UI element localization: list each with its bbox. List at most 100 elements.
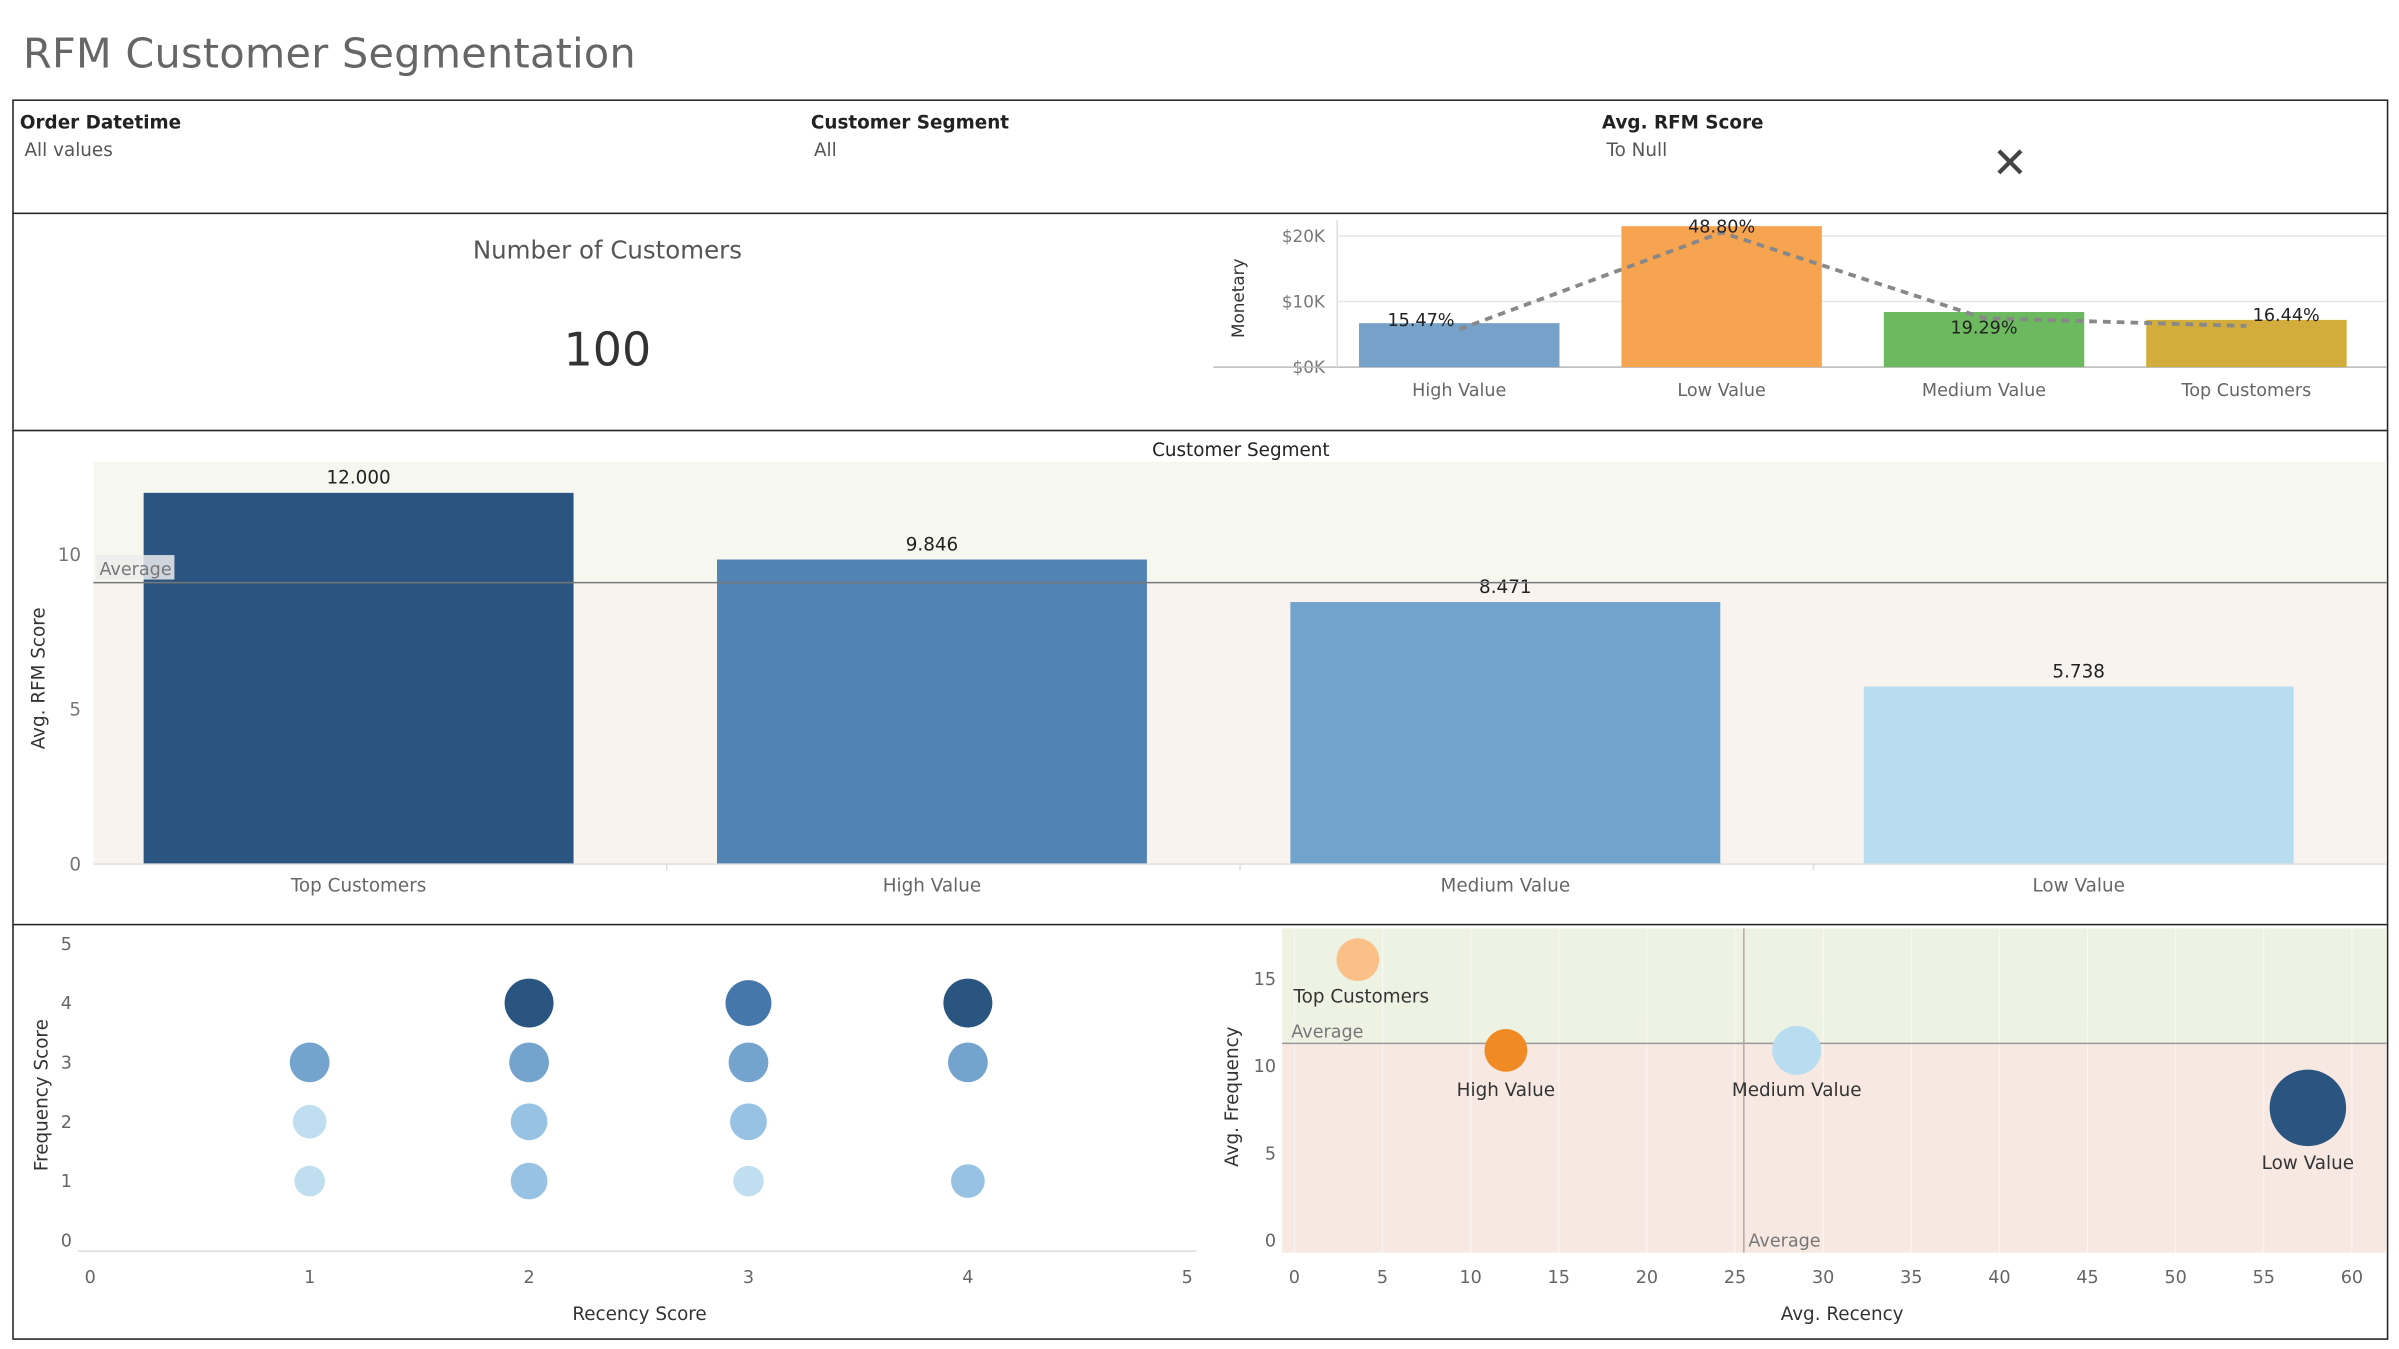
x-tick-label: 55 <box>2253 1268 2275 1288</box>
x-tick-label: 3 <box>743 1268 754 1288</box>
x-tick-label: Medium Value <box>1441 876 1571 897</box>
summary-panel: Number of Customers 100 $0K $10K $20K Monet… <box>12 212 2389 432</box>
y-tick-label: 10 <box>1254 1057 1276 1077</box>
rfm-bar <box>1290 602 1721 865</box>
filter-label-avg-rfm-score: Avg. RFM Score <box>1601 111 1764 134</box>
y-tick-label: 3 <box>61 1054 72 1074</box>
x-tick-label: 4 <box>962 1268 973 1288</box>
filter-value-avg-rfm-score[interactable]: To Null <box>1606 139 1668 161</box>
filter-value-order-datetime[interactable]: All values <box>24 139 113 161</box>
average-label-bg <box>96 555 175 580</box>
above-average-band <box>1282 928 2387 1044</box>
average-y-label: Average <box>1291 1022 1363 1042</box>
scatter-point <box>725 980 772 1026</box>
x-tick-label: Top Customers <box>290 876 426 897</box>
rfm-bar <box>716 559 1147 865</box>
recency-frequency-score-chart: 0 1 2 3 4 5 0 1 2 3 4 5 Recency Score Frequency Score <box>31 935 1197 1325</box>
percent-label: 16.44% <box>2253 306 2320 326</box>
scatter-point <box>730 1103 767 1141</box>
avg-recency-frequency-chart: 0 5 10 15 20 25 30 35 40 45 50 55 60 0 5 10 15 Average Ave… <box>1222 928 2387 1325</box>
dashboard-title: RFM Customer Segmentation <box>22 30 636 79</box>
y-axis-title: Avg. Frequency <box>1222 1026 1243 1167</box>
y-tick-label: 0 <box>61 1232 72 1252</box>
y-tick-label: $10K <box>1282 292 1326 312</box>
y-tick-label: 5 <box>1265 1144 1276 1164</box>
bar-value-label: 5.738 <box>2052 661 2105 682</box>
x-tick-label: Top Customers <box>2181 381 2312 401</box>
filter-label-customer-segment: Customer Segment <box>810 111 1010 134</box>
x-tick-label: 50 <box>2164 1268 2186 1288</box>
y-axis-title: Avg. RFM Score <box>28 607 49 749</box>
segment-point-label: Medium Value <box>1732 1080 1862 1101</box>
scatter-point <box>289 1042 330 1083</box>
bar-value-label: 9.846 <box>906 534 959 555</box>
segment-point <box>2269 1069 2347 1147</box>
x-tick-label: 2 <box>523 1268 534 1288</box>
filter-value-customer-segment[interactable]: All <box>813 139 837 161</box>
rfm-bar <box>143 492 574 865</box>
monetary-bar <box>1621 226 1822 368</box>
segment-point-label: High Value <box>1457 1080 1555 1101</box>
rfm-score-chart: Customer Segment 0 5 10 Avg. RFM Score 12.000… <box>28 440 2387 897</box>
y-tick-label: 2 <box>61 1113 72 1133</box>
x-tick-label: 1 <box>304 1268 315 1288</box>
y-tick-label: 0 <box>69 854 81 875</box>
scatter-point <box>509 1042 549 1083</box>
y-tick-label: $20K <box>1282 226 1326 246</box>
scatter-point <box>943 978 993 1028</box>
scatter-point <box>510 1162 548 1200</box>
average-x-label: Average <box>1748 1232 1820 1252</box>
y-tick-label: 10 <box>58 545 81 566</box>
x-tick-label: 20 <box>1636 1268 1658 1288</box>
average-label: Average <box>99 560 171 580</box>
scatter-point <box>947 1042 988 1083</box>
scatter-point <box>733 1165 764 1197</box>
segment-point <box>1336 938 1380 982</box>
kpi-title: Number of Customers <box>472 235 742 265</box>
x-tick-label: Low Value <box>2033 876 2125 897</box>
rfm-bar <box>1863 686 2294 865</box>
monetary-bar <box>2146 319 2347 368</box>
x-tick-label: Medium Value <box>1922 381 2046 401</box>
percent-label: 48.80% <box>1688 217 1755 237</box>
y-tick-label: 5 <box>61 935 72 955</box>
y-tick-label: 4 <box>61 994 72 1014</box>
x-tick-label: Low Value <box>1677 381 1765 401</box>
segment-point <box>1484 1028 1528 1072</box>
scatter-point <box>504 978 554 1028</box>
y-tick-label: 1 <box>61 1172 72 1192</box>
x-tick-label: 5 <box>1182 1268 1193 1288</box>
x-tick-label: 0 <box>1289 1268 1300 1288</box>
x-tick-label: 30 <box>1812 1268 1834 1288</box>
rfm-score-panel: Customer Segment 0 5 10 Avg. RFM Score 12.000… <box>12 429 2389 927</box>
kpi-value: 100 <box>563 324 652 378</box>
percent-label: 19.29% <box>1951 318 2018 338</box>
y-tick-label: 0 <box>1265 1232 1276 1252</box>
x-tick-label: 0 <box>85 1268 96 1288</box>
scatter-point <box>510 1103 548 1141</box>
filter-panel: Order Datetime All values Customer Segme… <box>12 99 2389 215</box>
segment-point-label: Top Customers <box>1293 987 1429 1008</box>
x-tick-label: High Value <box>1412 381 1506 401</box>
scatter-panel: 0 1 2 3 4 5 0 1 2 3 4 5 Recency Score Frequency Score… <box>12 923 2389 1340</box>
x-tick-label: 45 <box>2076 1268 2098 1288</box>
x-axis-title: Recency Score <box>572 1304 706 1325</box>
x-tick-label: 25 <box>1724 1268 1746 1288</box>
x-tick-label: 40 <box>1988 1268 2010 1288</box>
bar-value-label: 8.471 <box>1479 577 1532 598</box>
y-tick-label: 15 <box>1254 970 1276 990</box>
x-tick-label: 15 <box>1548 1268 1570 1288</box>
x-tick-label: 5 <box>1377 1268 1388 1288</box>
x-tick-label: 35 <box>1900 1268 1922 1288</box>
clear-filter-close-icon[interactable]: ✕ <box>1992 137 2028 189</box>
percent-line <box>1458 230 2247 332</box>
scatter-point <box>728 1042 769 1083</box>
x-axis-title: Avg. Recency <box>1781 1304 1904 1325</box>
x-tick-label: 10 <box>1459 1268 1481 1288</box>
scatter-point <box>292 1104 327 1139</box>
segment-point <box>1772 1025 1822 1075</box>
monetary-bar <box>1359 323 1560 368</box>
filter-label-order-datetime: Order Datetime <box>19 111 182 134</box>
